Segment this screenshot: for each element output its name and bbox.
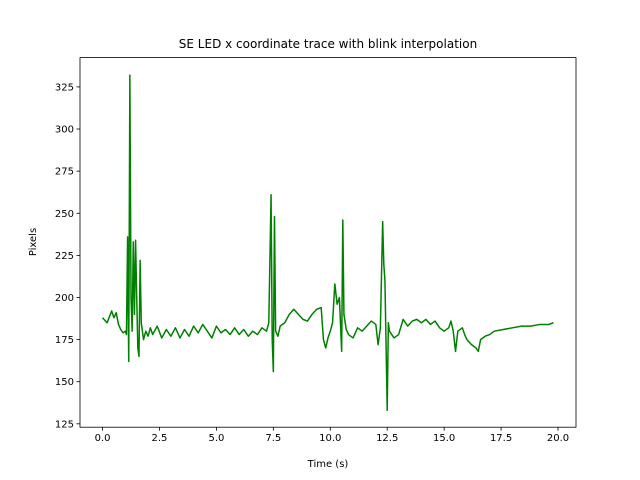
x-tick-label: 0.0 — [95, 433, 111, 444]
plot-frame — [79, 57, 577, 428]
x-tick-label: 15.0 — [433, 433, 455, 444]
x-tick-label: 17.5 — [490, 433, 512, 444]
y-tick-label: 150 — [55, 377, 74, 388]
y-tick-label: 275 — [55, 167, 74, 178]
y-tick-label: 125 — [55, 419, 74, 430]
x-axis-label: Time (s) — [307, 459, 349, 470]
y-tick-label: 300 — [55, 125, 74, 136]
x-tick-label: 12.5 — [376, 433, 398, 444]
y-tick-label: 200 — [55, 293, 74, 304]
y-tick-label: 250 — [55, 209, 74, 220]
chart-title: SE LED x coordinate trace with blink int… — [179, 37, 477, 51]
x-tick-label: 2.5 — [152, 433, 168, 444]
x-tick-label: 20.0 — [547, 433, 569, 444]
y-tick-label: 225 — [55, 251, 74, 262]
x-tick-label: 7.5 — [265, 433, 281, 444]
y-tick-label: 325 — [55, 82, 74, 93]
x-tick-label: 5.0 — [208, 433, 224, 444]
line-series — [101, 74, 554, 412]
y-tick-label: 175 — [55, 335, 74, 346]
x-tick-label: 10.0 — [319, 433, 341, 444]
y-axis-label: Pixels — [28, 228, 39, 256]
